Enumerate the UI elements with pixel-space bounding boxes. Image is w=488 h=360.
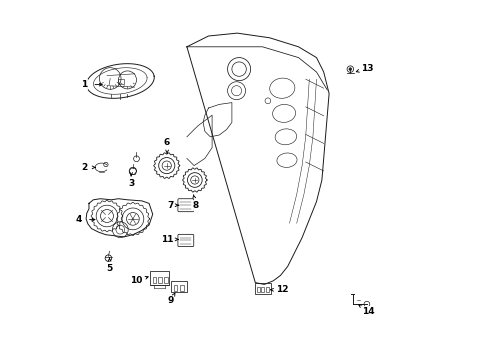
Bar <box>152 277 156 283</box>
Text: 6: 6 <box>163 138 170 147</box>
Bar <box>265 287 268 292</box>
Bar <box>158 277 162 283</box>
Text: 1: 1 <box>81 80 87 89</box>
Bar <box>254 283 270 294</box>
Text: 4: 4 <box>76 215 82 224</box>
Bar <box>118 79 124 84</box>
Bar <box>256 287 259 292</box>
Text: 13: 13 <box>360 64 372 73</box>
Text: 10: 10 <box>130 276 142 285</box>
Bar <box>150 271 168 285</box>
Text: 12: 12 <box>276 285 288 294</box>
Bar <box>180 285 183 291</box>
Bar <box>261 287 264 292</box>
Text: 11: 11 <box>161 235 173 244</box>
Text: 2: 2 <box>81 163 87 172</box>
Bar <box>173 285 177 291</box>
Text: 9: 9 <box>167 296 174 305</box>
Text: 8: 8 <box>192 201 199 210</box>
Circle shape <box>348 68 351 71</box>
Text: 3: 3 <box>128 179 134 188</box>
Bar <box>170 281 186 292</box>
Text: 7: 7 <box>167 201 174 210</box>
Text: 14: 14 <box>362 307 374 316</box>
Text: 5: 5 <box>106 264 112 273</box>
Bar <box>164 277 167 283</box>
